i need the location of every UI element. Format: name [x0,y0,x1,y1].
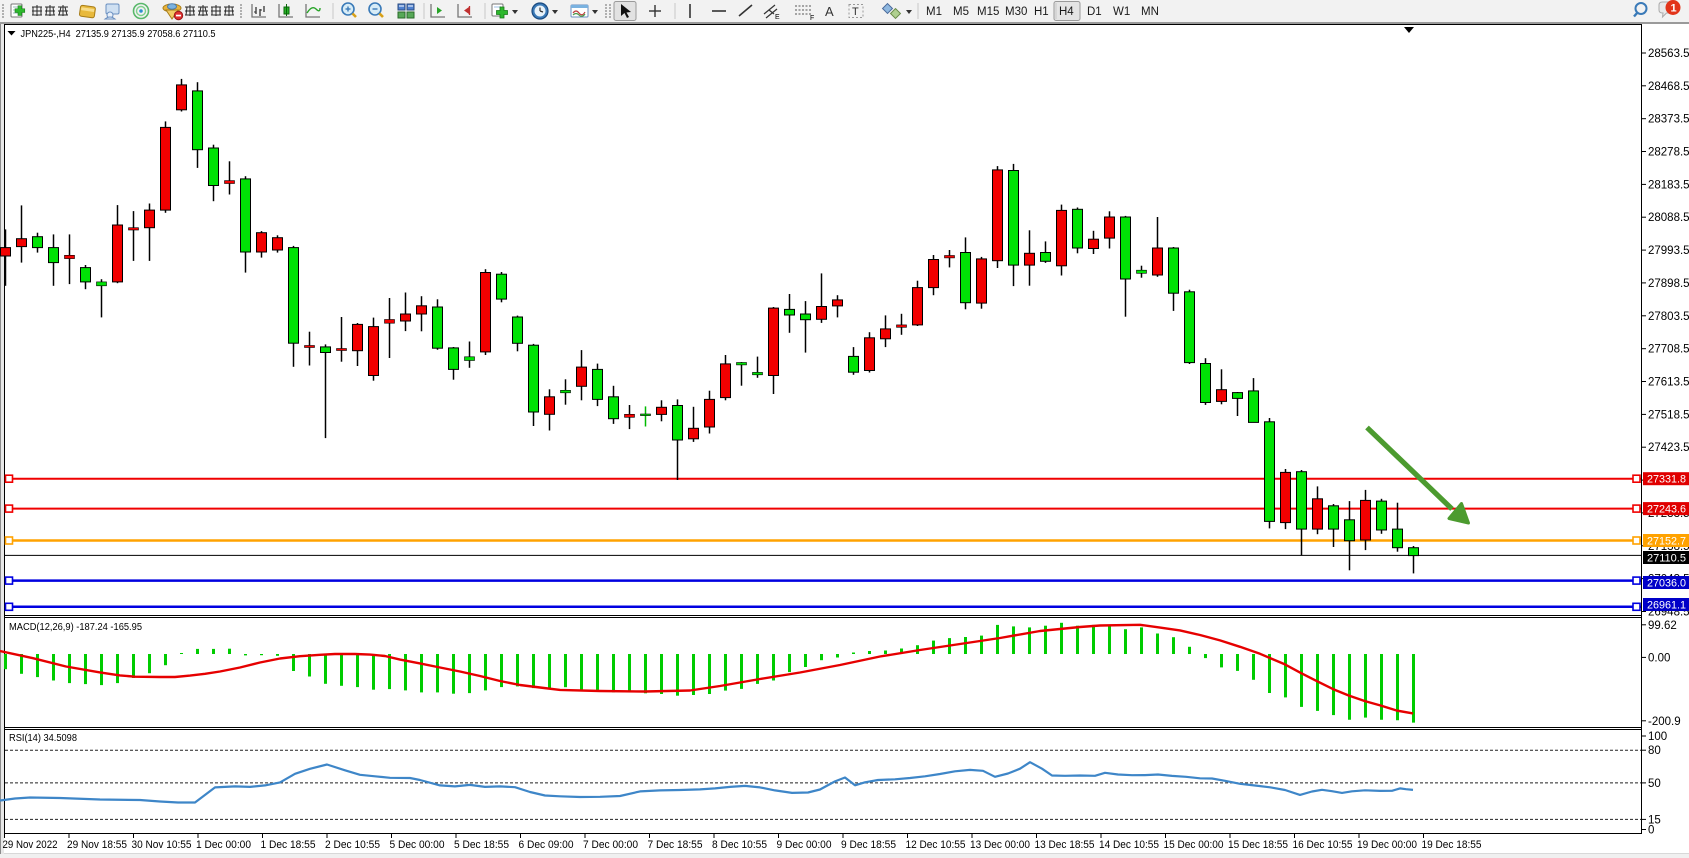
svg-text:6 Dec 09:00: 6 Dec 09:00 [519,839,574,851]
svg-text:27036.0: 27036.0 [1647,578,1686,590]
svg-text:26961.1: 26961.1 [1647,600,1686,612]
svg-text:MACD(12,26,9) -187.24 -165.95: MACD(12,26,9) -187.24 -165.95 [9,622,142,633]
svg-text:8 Dec 10:55: 8 Dec 10:55 [712,839,767,851]
svg-text:T: T [852,6,859,18]
svg-text:28183.5: 28183.5 [1648,179,1689,191]
svg-text:15 Dec 18:55: 15 Dec 18:55 [1228,839,1288,851]
svg-text:9 Dec 00:00: 9 Dec 00:00 [777,839,832,851]
svg-text:29 Nov 18:55: 29 Nov 18:55 [67,839,127,851]
svg-text:29 Nov 2022: 29 Nov 2022 [3,839,58,851]
svg-text:M15: M15 [977,6,999,18]
svg-text:-200.9: -200.9 [1648,716,1681,728]
svg-text:MN: MN [1141,6,1159,18]
svg-text:M30: M30 [1005,6,1027,18]
svg-text:100: 100 [1648,731,1667,743]
svg-text:27243.6: 27243.6 [1647,504,1686,516]
svg-text:27993.5: 27993.5 [1648,245,1689,257]
svg-text:27898.5: 27898.5 [1648,278,1689,290]
svg-text:5 Dec 00:00: 5 Dec 00:00 [390,839,445,851]
svg-text:14 Dec 10:55: 14 Dec 10:55 [1099,839,1159,851]
svg-text:1 Dec 18:55: 1 Dec 18:55 [261,839,316,851]
svg-text:0: 0 [1648,825,1654,837]
svg-text:13 Dec 18:55: 13 Dec 18:55 [1035,839,1095,851]
svg-text:M5: M5 [953,6,969,18]
svg-text:A: A [825,4,834,19]
svg-text:27708.5: 27708.5 [1648,344,1689,356]
svg-text:16 Dec 10:55: 16 Dec 10:55 [1293,839,1353,851]
svg-text:99.62: 99.62 [1648,620,1677,632]
svg-text:27110.5: 27110.5 [1647,553,1686,565]
svg-text:5 Dec 18:55: 5 Dec 18:55 [454,839,509,851]
svg-text:50: 50 [1648,778,1661,790]
svg-text:RSI(14) 34.5098: RSI(14) 34.5098 [9,733,77,744]
svg-text:30 Nov 10:55: 30 Nov 10:55 [132,839,192,851]
svg-text:15: 15 [1648,814,1661,826]
svg-text:W1: W1 [1113,6,1130,18]
svg-text:0.00: 0.00 [1648,652,1670,664]
svg-text:2 Dec 10:55: 2 Dec 10:55 [325,839,380,851]
svg-text:7 Dec 00:00: 7 Dec 00:00 [583,839,638,851]
svg-text:H4: H4 [1059,6,1074,18]
svg-text:28468.5: 28468.5 [1648,81,1689,93]
svg-text:1: 1 [1671,3,1677,15]
svg-text:D1: D1 [1087,6,1102,18]
svg-text:27518.5: 27518.5 [1648,409,1689,421]
svg-text:80: 80 [1648,745,1661,757]
svg-text:M1: M1 [926,6,942,18]
svg-text:E: E [775,14,780,21]
svg-text:1 Dec 00:00: 1 Dec 00:00 [196,839,251,851]
svg-text:JPN225-,H4 27135.9 27135.9 27: JPN225-,H4 27135.9 27135.9 27058.6 27110… [21,29,216,40]
svg-text:28373.5: 28373.5 [1648,114,1689,126]
svg-text:12 Dec 10:55: 12 Dec 10:55 [906,839,966,851]
svg-text:27423.5: 27423.5 [1648,442,1689,454]
svg-text:7 Dec 18:55: 7 Dec 18:55 [648,839,703,851]
svg-text:19 Dec 18:55: 19 Dec 18:55 [1422,839,1482,851]
svg-text:27613.5: 27613.5 [1648,377,1689,389]
svg-text:H1: H1 [1034,6,1049,18]
svg-text:28563.5: 28563.5 [1648,48,1689,60]
svg-text:27152.7: 27152.7 [1647,536,1686,548]
svg-text:28278.5: 28278.5 [1648,147,1689,159]
svg-text:27803.5: 27803.5 [1648,311,1689,323]
svg-text:15 Dec 00:00: 15 Dec 00:00 [1164,839,1224,851]
svg-text:13 Dec 00:00: 13 Dec 00:00 [970,839,1030,851]
svg-text:9 Dec 18:55: 9 Dec 18:55 [841,839,896,851]
svg-text:28088.5: 28088.5 [1648,212,1689,224]
svg-text:27331.8: 27331.8 [1647,474,1686,486]
svg-text:19 Dec 00:00: 19 Dec 00:00 [1357,839,1417,851]
svg-text:F: F [810,15,814,22]
